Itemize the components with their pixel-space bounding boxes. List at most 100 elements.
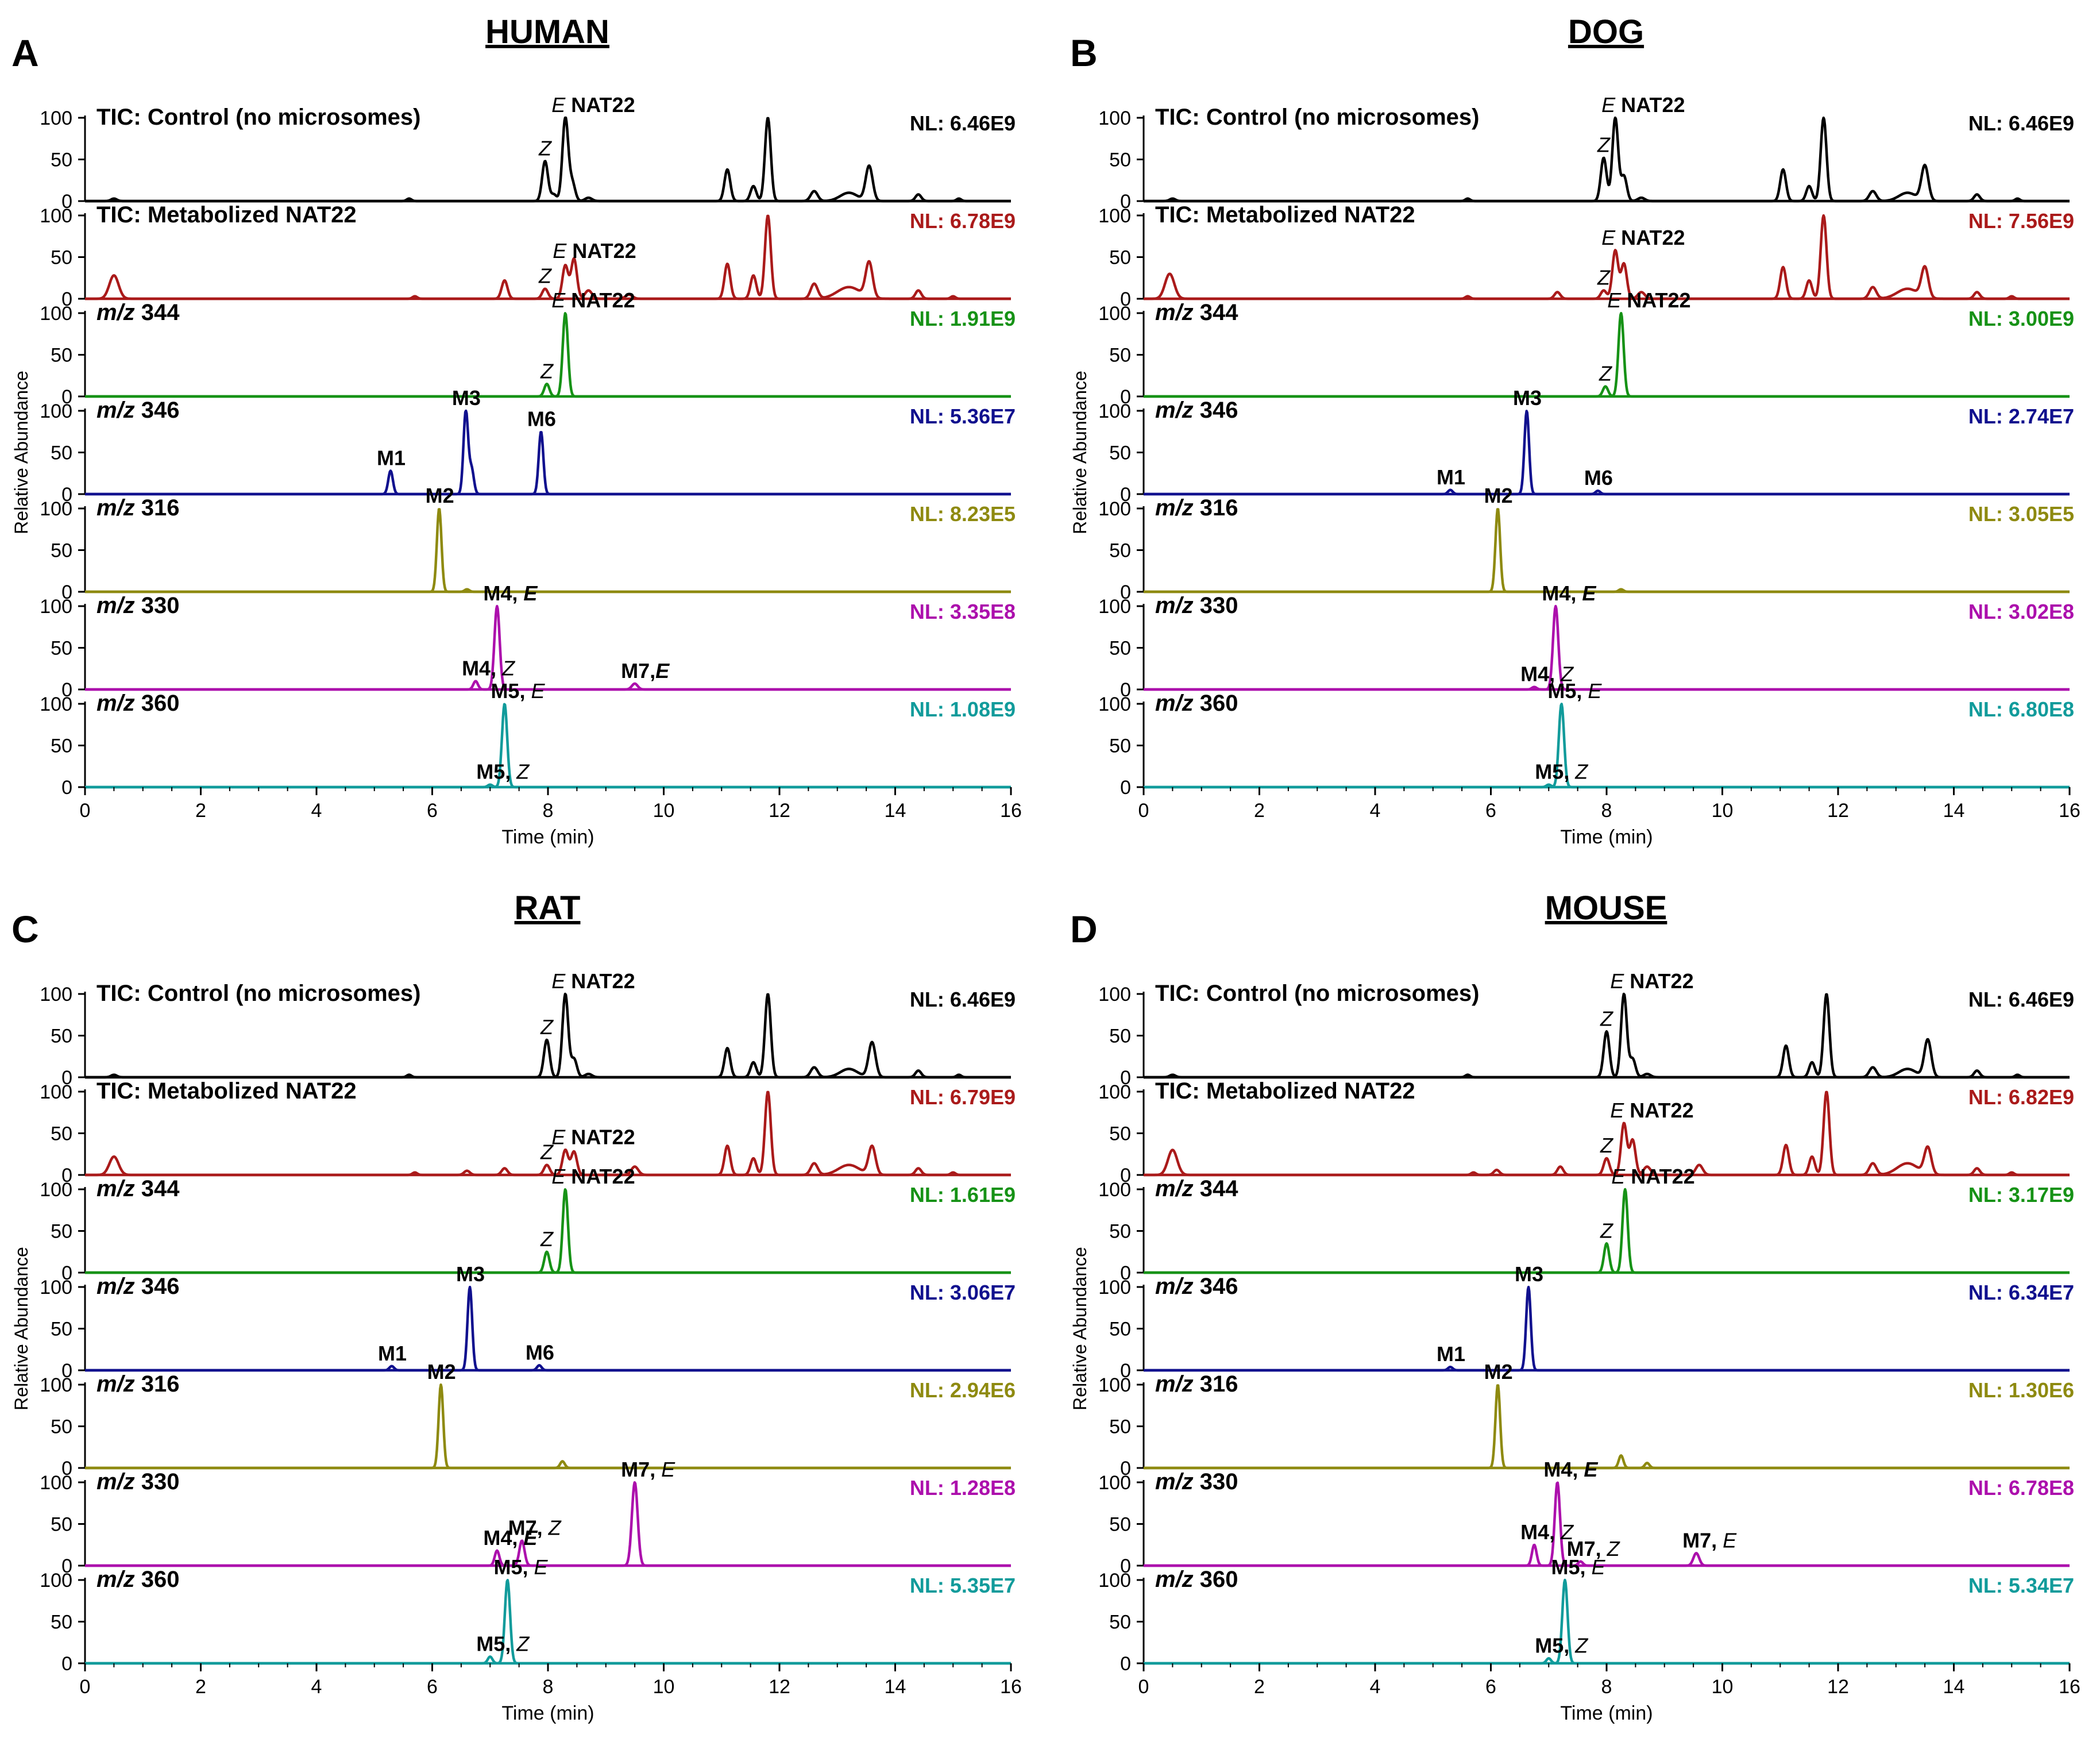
peak-annotation: M2	[427, 1360, 456, 1384]
peak-annotation: E NAT22	[551, 1165, 635, 1188]
trace-label: m/z 346	[1155, 1274, 1238, 1299]
nl-label: NL: 3.05E5	[1968, 502, 2074, 526]
y-tick-label: 50	[51, 1123, 72, 1145]
trace-label: m/z 346	[1155, 398, 1238, 423]
y-tick-label: 50	[1109, 1514, 1131, 1536]
x-tick-label: 4	[1370, 800, 1381, 822]
nl-label: NL: 1.28E8	[910, 1476, 1016, 1500]
nl-label: NL: 3.06E7	[910, 1281, 1016, 1304]
x-tick-label: 2	[195, 800, 206, 822]
x-tick-label: 6	[427, 800, 438, 822]
x-tick-label: 10	[653, 1676, 675, 1698]
y-tick-label: 0	[61, 386, 72, 408]
y-tick-label: 50	[1109, 1221, 1131, 1243]
nl-label: NL: 6.46E9	[910, 111, 1016, 135]
peak-annotation: Z	[1599, 362, 1612, 386]
x-tick-label: 6	[1485, 800, 1496, 822]
trace-4: 0 50 100 m/z 316 NL: 3.05E5 M2	[1098, 484, 2074, 603]
trace-label: m/z 316	[96, 1371, 180, 1397]
y-tick-label: 100	[1098, 107, 1131, 129]
trace-1: 0 50 100 TIC: Metabolized NAT22 NL: 6.78E9 ZE…	[40, 202, 1016, 310]
y-tick-label: 100	[40, 693, 72, 715]
trace-label: m/z 360	[96, 1567, 180, 1592]
nl-label: NL: 1.91E9	[910, 307, 1016, 330]
x-tick-label: 14	[885, 800, 906, 822]
nl-label: NL: 3.02E8	[1968, 600, 2074, 623]
trace-label: TIC: Metabolized NAT22	[96, 202, 357, 228]
trace-line	[1142, 508, 2071, 594]
trace-5: 0 50 100 m/z 330 NL: 3.02E8 M4, Z M4, E	[1098, 581, 2074, 701]
peak-annotation: M6	[527, 407, 556, 430]
x-axis-label: Time (min)	[1560, 1702, 1653, 1724]
y-tick-label: 0	[61, 1555, 72, 1577]
y-tick-label: 0	[61, 777, 72, 799]
y-tick-label: 100	[40, 596, 72, 618]
y-tick-label: 0	[1120, 1555, 1131, 1577]
y-tick-label: 0	[1120, 1653, 1131, 1675]
peak-annotation: M5, Z	[476, 1632, 530, 1655]
panel-letter: B	[1070, 32, 1098, 74]
y-tick-label: 0	[61, 1262, 72, 1284]
y-tick-label: 50	[1109, 1319, 1131, 1340]
x-axis-label: Time (min)	[1560, 826, 1653, 848]
y-tick-label: 50	[51, 540, 72, 562]
x-tick-label: 10	[653, 800, 675, 822]
trace-label: m/z 346	[96, 398, 180, 423]
x-tick-label: 16	[2059, 1676, 2080, 1698]
x-tick-label: 2	[1254, 800, 1265, 822]
trace-6: 0 50 100 m/z 360 NL: 5.35E7 M5, Z M5, E	[40, 1555, 1016, 1675]
peak-annotation: M4, E	[1543, 1458, 1598, 1481]
y-tick-label: 50	[1109, 345, 1131, 367]
peak-annotation: M7, E	[621, 1458, 675, 1481]
nl-label: NL: 6.79E9	[910, 1085, 1016, 1109]
peak-annotation: M2	[1484, 484, 1513, 507]
peak-annotation: M3	[456, 1262, 485, 1286]
x-tick-label: 16	[1000, 1676, 1022, 1698]
peak-annotation: M5, E	[491, 679, 545, 703]
panel-letter: C	[11, 908, 39, 950]
y-axis-label: Relative Abundance	[11, 371, 32, 534]
trace-line	[84, 1383, 1012, 1470]
panel-title: DOG	[1568, 13, 1644, 51]
y-tick-label: 100	[1098, 1374, 1131, 1396]
y-tick-label: 0	[61, 288, 72, 310]
x-tick-label: 16	[1000, 800, 1022, 822]
x-tick-label: 10	[1712, 1676, 1734, 1698]
nl-label: NL: 6.46E9	[910, 988, 1016, 1011]
trace-0: 0 50 100 TIC: Control (no microsomes) NL: 6.…	[1098, 969, 2074, 1089]
nl-label: NL: 6.34E7	[1968, 1281, 2074, 1304]
nl-label: NL: 6.78E8	[1968, 1476, 2074, 1500]
trace-3: 0 50 100 m/z 346 NL: 2.74E7 M1 M3 M6	[1098, 386, 2074, 506]
nl-label: NL: 2.74E7	[1968, 404, 2074, 428]
y-tick-label: 100	[1098, 205, 1131, 227]
nl-label: NL: 3.35E8	[910, 600, 1016, 623]
peak-annotation: Z	[540, 359, 554, 383]
x-axis: 0 2 4 6 8 10 12 14 16 Time (min)	[1138, 787, 2080, 848]
trace-line	[1142, 1285, 2071, 1372]
peak-annotation: M4, Z	[1520, 662, 1574, 686]
trace-line	[1142, 604, 2071, 691]
panel-letter: D	[1070, 908, 1098, 950]
peak-annotation: Z	[538, 136, 552, 160]
x-tick-label: 16	[2059, 800, 2080, 822]
x-axis-label: Time (min)	[501, 1702, 594, 1724]
peak-annotation: E NAT22	[1607, 288, 1690, 312]
y-tick-label: 0	[1120, 1165, 1131, 1186]
y-tick-label: 100	[40, 1472, 72, 1494]
x-tick-label: 14	[885, 1676, 906, 1698]
peak-annotation: M5, Z	[1535, 760, 1588, 784]
y-tick-label: 0	[1120, 581, 1131, 603]
y-tick-label: 50	[51, 442, 72, 464]
y-tick-label: 50	[1109, 149, 1131, 171]
y-tick-label: 100	[40, 984, 72, 1005]
nl-label: NL: 6.82E9	[1968, 1085, 2074, 1109]
y-tick-label: 100	[1098, 693, 1131, 715]
x-tick-label: 0	[80, 1676, 91, 1698]
y-tick-label: 0	[1120, 484, 1131, 506]
x-tick-label: 10	[1712, 800, 1734, 822]
y-tick-label: 100	[40, 400, 72, 422]
y-tick-label: 50	[51, 247, 72, 269]
nl-label: NL: 5.36E7	[910, 404, 1016, 428]
trace-line	[1142, 703, 2071, 789]
panel-title: RAT	[515, 889, 581, 927]
